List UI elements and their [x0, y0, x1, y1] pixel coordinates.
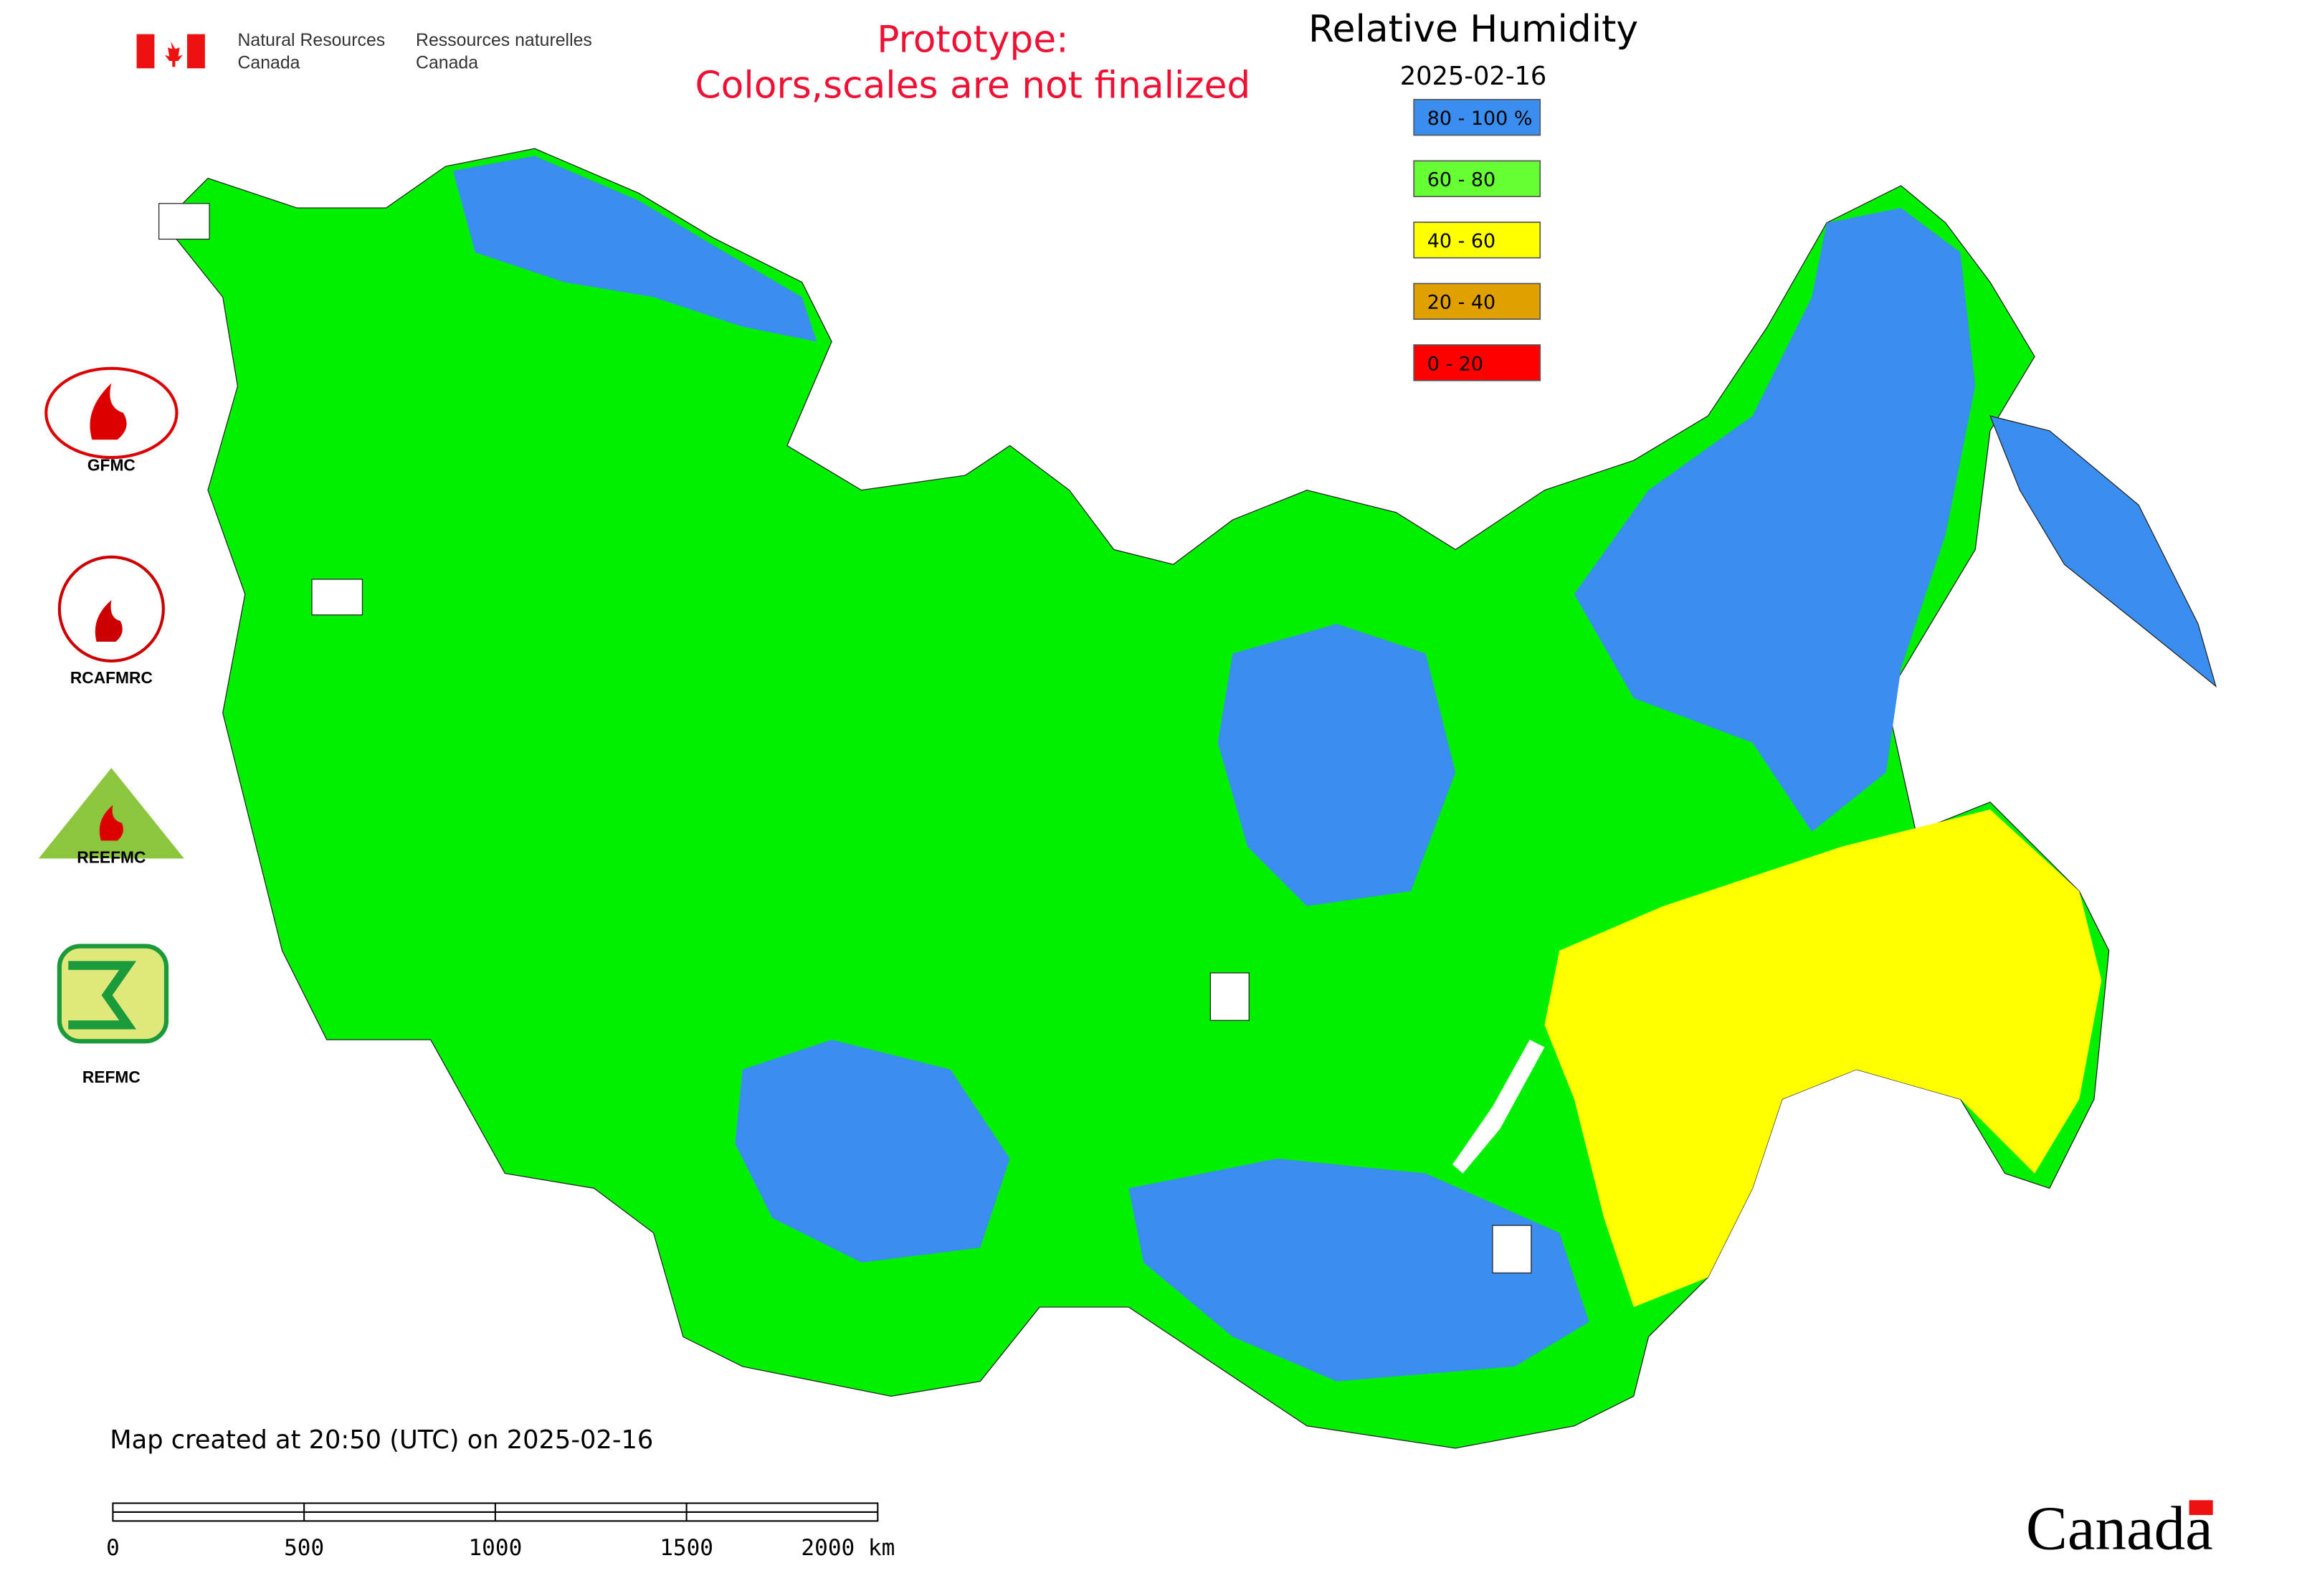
logo-label: REEFMC — [77, 848, 146, 867]
legend-swatch — [1413, 98, 1541, 136]
dry-zone — [1544, 809, 2102, 1308]
wordmark-flag — [2189, 1500, 2213, 1516]
center-marker — [158, 203, 210, 240]
agency-fr: Canada — [416, 53, 478, 72]
notice: Prototype: — [877, 19, 1068, 62]
sigma — [68, 961, 137, 1030]
center-marker — [1492, 1225, 1532, 1274]
maple-leaf — [164, 42, 183, 67]
humid-zone — [1217, 624, 1456, 906]
humid-zone — [735, 1040, 1010, 1263]
map — [158, 148, 2217, 1449]
legend-label: 0 - 20 — [1427, 353, 1483, 375]
notice: Colors,scales are not finalized — [695, 65, 1251, 108]
humid-zone — [1574, 208, 1976, 832]
center-marker — [311, 579, 363, 616]
scale-label: 1500 — [660, 1535, 713, 1561]
nrcan-signature: Natural Resources Canada Ressources natu… — [136, 31, 592, 72]
legend-label: 20 - 40 — [1427, 292, 1495, 314]
flag-bar — [187, 34, 205, 69]
legend-swatch — [1413, 282, 1541, 320]
flame — [95, 599, 123, 642]
kamchatka — [1989, 415, 2217, 688]
created-note: Map created at 20:50 (UTC) on 2025-02-16 — [110, 1425, 653, 1455]
agency-fr: Ressources naturelles — [416, 31, 592, 50]
legend-label: 60 - 80 — [1427, 169, 1495, 191]
humid-zone — [452, 156, 817, 342]
canada-wordmark: Canada — [2026, 1493, 2213, 1563]
map-date: 2025-02-16 — [1400, 62, 1547, 91]
scale-label: 0 — [106, 1535, 120, 1561]
scale-label: 500 — [284, 1535, 324, 1561]
scale-label: 2000 km — [801, 1535, 895, 1561]
logo-label: RCAFMRC — [70, 668, 153, 687]
flame — [99, 804, 123, 841]
legend-swatch — [1413, 344, 1541, 381]
logos: GFMC RCAFMRC REEFMC REFMC — [38, 366, 184, 1086]
map-title: Relative Humidity — [1308, 8, 1638, 51]
legend-swatch — [1413, 222, 1541, 259]
humid-zone — [1128, 1158, 1589, 1382]
flag-bar — [136, 34, 155, 69]
logo-label: GFMC — [87, 456, 135, 475]
legend-swatch — [1413, 160, 1541, 197]
legend: 80 - 100 % 60 - 80 40 - 60 20 - 40 0 - 20 — [1413, 98, 1541, 381]
scale-bar — [112, 1502, 879, 1522]
scale-label: 1000 — [468, 1535, 522, 1561]
rcafmrc-logo — [57, 555, 165, 662]
center-marker — [1209, 972, 1250, 1021]
logo-label: REFMC — [82, 1068, 141, 1086]
flame — [90, 383, 127, 440]
scale-labels: 0 500 1000 1500 2000 km — [106, 1535, 895, 1561]
agency-en: Natural Resources — [237, 31, 385, 50]
lake-baikal — [1452, 1040, 1545, 1174]
legend-label: 40 - 60 — [1427, 230, 1495, 252]
agency-en: Canada — [237, 53, 300, 72]
legend-label: 80 - 100 % — [1427, 108, 1533, 130]
